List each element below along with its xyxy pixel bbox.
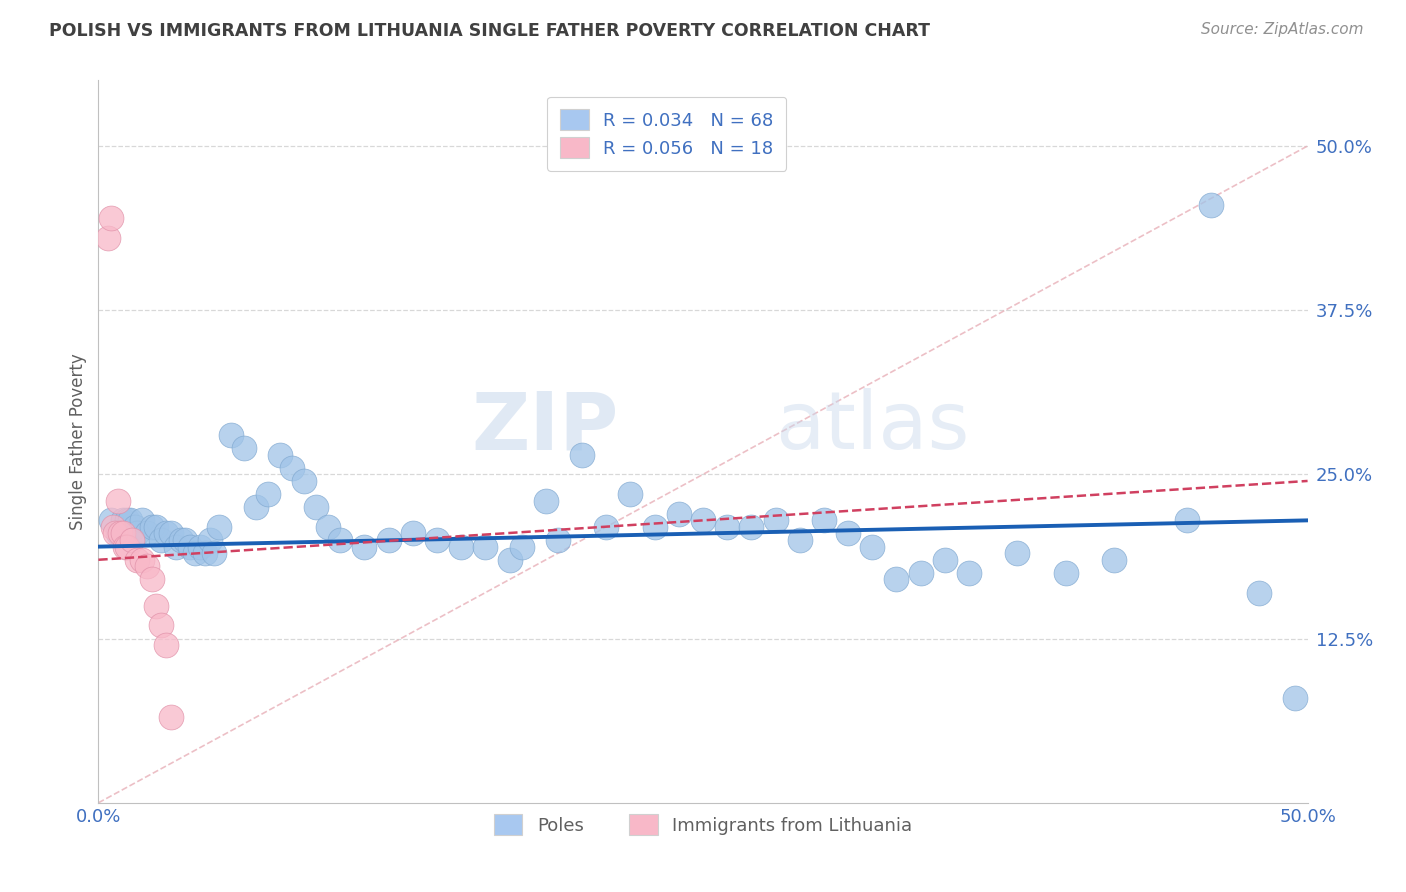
Point (353, 540, 375, 554)
Point (118, 513, 141, 527)
Point (97, 231, 120, 245)
Point (165, 540, 187, 554)
Y-axis label: Single Father Poverty: Single Father Poverty (69, 353, 87, 530)
Point (145, 520, 167, 534)
Point (474, 540, 496, 554)
Point (111, 526, 134, 541)
Point (131, 513, 153, 527)
Point (208, 520, 231, 534)
Point (108, 526, 131, 541)
Point (114, 540, 136, 554)
Point (107, 526, 129, 541)
Point (316, 520, 339, 534)
Point (169, 533, 191, 547)
Point (377, 533, 399, 547)
Point (910, 566, 932, 580)
Point (1284, 690, 1306, 705)
Legend: Poles, Immigrants from Lithuania: Poles, Immigrants from Lithuania (481, 802, 925, 848)
Point (860, 540, 883, 554)
Point (740, 520, 762, 534)
Point (117, 540, 139, 554)
Point (934, 553, 956, 567)
Point (221, 428, 243, 442)
Point (450, 540, 472, 554)
Point (571, 448, 593, 462)
Point (837, 526, 859, 541)
Point (886, 573, 908, 587)
Point (668, 507, 690, 521)
Point (1175, 513, 1198, 527)
Point (141, 573, 163, 587)
Point (135, 559, 157, 574)
Point (100, 513, 122, 527)
Point (547, 533, 569, 547)
Point (101, 520, 124, 534)
Point (184, 546, 207, 560)
Point (329, 533, 352, 547)
Point (1102, 553, 1125, 567)
Point (510, 540, 533, 554)
Point (498, 553, 520, 567)
Point (281, 460, 304, 475)
Point (619, 487, 641, 501)
Point (135, 526, 157, 541)
Point (813, 513, 835, 527)
Text: ZIP: ZIP (471, 388, 619, 467)
Point (174, 533, 197, 547)
Point (155, 526, 177, 541)
Text: Source: ZipAtlas.com: Source: ZipAtlas.com (1201, 22, 1364, 37)
Point (1007, 546, 1029, 560)
Text: atlas: atlas (776, 388, 970, 467)
Point (245, 500, 267, 515)
Point (117, 513, 139, 527)
Point (957, 566, 980, 580)
Point (150, 533, 173, 547)
Point (188, 540, 211, 554)
Point (765, 513, 787, 527)
Point (111, 513, 134, 527)
Point (269, 448, 291, 462)
Point (107, 493, 129, 508)
Point (534, 493, 557, 508)
Point (595, 520, 617, 534)
Point (1054, 566, 1077, 580)
Point (292, 474, 315, 488)
Point (160, 526, 183, 541)
Point (204, 546, 226, 560)
Point (150, 618, 173, 632)
Point (100, 211, 122, 226)
Point (426, 533, 449, 547)
Text: POLISH VS IMMIGRANTS FROM LITHUANIA SINGLE FATHER POVERTY CORRELATION CHART: POLISH VS IMMIGRANTS FROM LITHUANIA SING… (49, 22, 931, 40)
Point (256, 487, 278, 501)
Point (131, 553, 153, 567)
Point (104, 526, 127, 541)
Point (789, 533, 811, 547)
Point (145, 599, 167, 613)
Point (121, 533, 143, 547)
Point (141, 520, 163, 534)
Point (127, 526, 149, 541)
Point (305, 500, 328, 515)
Point (155, 638, 177, 652)
Point (194, 546, 217, 560)
Point (232, 441, 254, 455)
Point (1199, 198, 1222, 212)
Point (127, 553, 149, 567)
Point (644, 520, 666, 534)
Point (1249, 585, 1271, 599)
Point (692, 513, 714, 527)
Point (716, 520, 738, 534)
Point (124, 520, 146, 534)
Point (402, 526, 425, 541)
Point (179, 540, 201, 554)
Point (160, 710, 183, 724)
Point (198, 533, 221, 547)
